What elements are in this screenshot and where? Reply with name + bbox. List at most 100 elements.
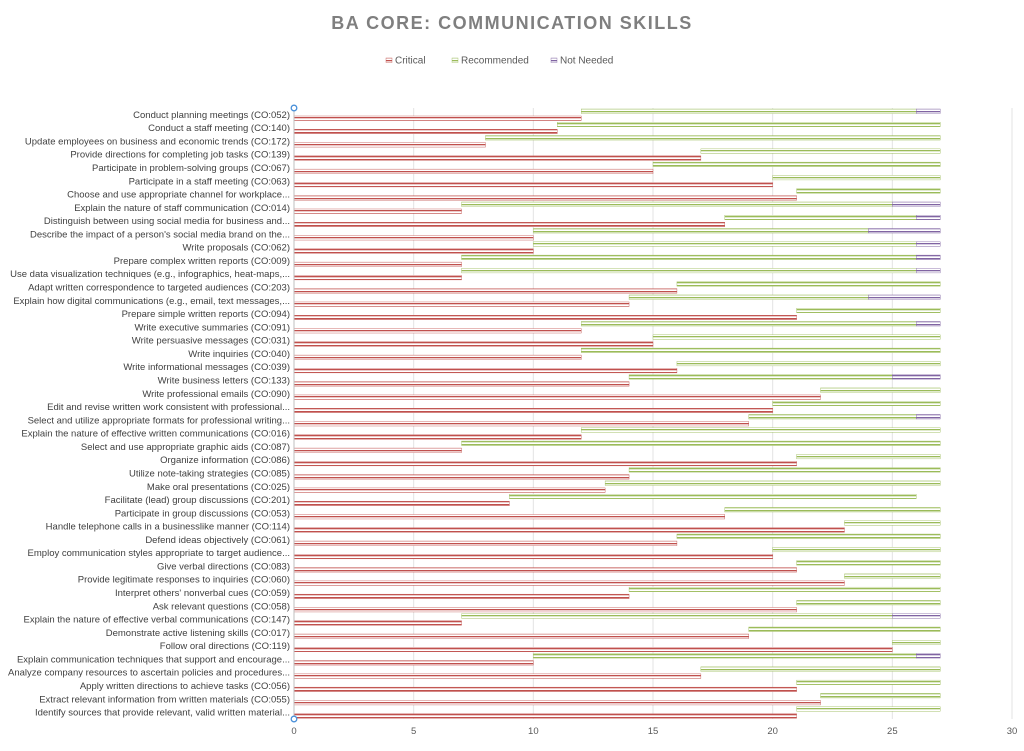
x-tick-label: 5 — [411, 726, 416, 737]
category-label: Distinguish between using social media f… — [44, 216, 290, 227]
bar-recommended — [581, 427, 941, 433]
category-label: Employ communication styles appropriate … — [28, 548, 290, 559]
bar-critical — [293, 620, 462, 626]
category-label: Apply written directions to achieve task… — [80, 681, 290, 692]
bars — [293, 108, 941, 719]
category-label: Conduct a staff meeting (CO:140) — [148, 123, 290, 134]
bar-recommended — [581, 108, 917, 114]
category-label: Demonstrate active listening skills (CO:… — [106, 628, 290, 639]
bar-critical — [293, 447, 462, 453]
x-tick-label: 25 — [887, 726, 898, 737]
bar-not-needed — [868, 228, 941, 234]
legend-swatch — [550, 57, 558, 63]
legend-swatch — [385, 57, 393, 63]
chart-title: BA CORE: COMMUNICATION SKILLS — [331, 13, 692, 33]
bar-critical — [293, 487, 606, 493]
axis-handle[interactable] — [290, 104, 298, 112]
bar-critical — [293, 580, 845, 586]
bar-critical — [293, 354, 582, 360]
category-label: Explain the nature of staff communicatio… — [74, 203, 290, 214]
x-tick-label: 15 — [648, 726, 659, 737]
bar-recommended — [533, 241, 917, 247]
bar-not-needed — [892, 201, 941, 207]
category-label: Participate in group discussions (CO:053… — [115, 508, 290, 519]
category-label: Write inquiries (CO:040) — [188, 349, 290, 360]
bar-not-needed — [916, 241, 941, 247]
y-axis: Conduct planning meetings (CO:052) Conduc… — [8, 104, 298, 723]
category-label: Provide legitimate responses to inquirie… — [78, 575, 290, 586]
bar-critical — [293, 673, 702, 679]
bar-recommended — [820, 693, 941, 699]
category-label: Extract relevant information from writte… — [39, 694, 290, 705]
bar-recommended — [844, 520, 941, 526]
bar-recommended — [628, 586, 941, 592]
bar-recommended — [533, 653, 917, 659]
bar-recommended — [581, 321, 917, 327]
bar-not-needed — [916, 414, 941, 420]
bar-recommended — [676, 281, 941, 287]
bar-critical — [293, 686, 797, 692]
legend-label: Critical — [395, 56, 426, 67]
bar-recommended — [557, 122, 941, 127]
bar-not-needed — [916, 254, 941, 260]
category-label: Use data visualization techniques (e.g.,… — [10, 269, 290, 280]
category-label: Write executive summaries (CO:091) — [134, 322, 290, 333]
axis-handle[interactable] — [290, 715, 298, 723]
legend-label: Not Needed — [560, 56, 613, 67]
bar-critical — [293, 222, 725, 227]
category-label: Handle telephone calls in a businesslike… — [46, 522, 290, 533]
bar-recommended — [796, 600, 941, 606]
bar-not-needed — [916, 215, 941, 220]
bar-critical — [293, 527, 845, 533]
category-label: Identify sources that provide relevant, … — [35, 708, 290, 719]
bar-recommended — [676, 533, 941, 539]
category-label: Participate in problem-solving groups (C… — [92, 163, 290, 174]
category-label: Defend ideas objectively (CO:061) — [145, 535, 290, 546]
bar-recommended — [581, 347, 941, 353]
category-label: Participate in a staff meeting (CO:063) — [129, 176, 290, 187]
bar-critical — [293, 713, 797, 719]
bar-recommended — [892, 640, 941, 646]
legend-swatch — [451, 57, 459, 63]
bar-critical — [293, 554, 773, 560]
category-label: Explain communication techniques that su… — [17, 654, 290, 665]
bar-not-needed — [916, 653, 941, 659]
bar-critical — [293, 474, 630, 480]
bar-critical — [293, 142, 486, 148]
category-label: Explain the nature of effective verbal c… — [24, 615, 291, 626]
x-tick-label: 10 — [528, 726, 539, 737]
category-label: Write persuasive messages (CO:031) — [132, 336, 290, 347]
bar-critical — [293, 288, 678, 294]
category-label: Write informational messages (CO:039) — [123, 362, 290, 373]
bar-recommended — [485, 135, 941, 141]
bar-critical — [293, 275, 462, 281]
bar-critical — [293, 182, 773, 188]
bar-critical — [293, 168, 654, 174]
bar-recommended — [772, 401, 941, 406]
bar-not-needed — [868, 294, 941, 300]
bar-recommended — [676, 361, 941, 367]
bar-critical — [293, 328, 582, 334]
bar-recommended — [772, 175, 941, 181]
bar-recommended — [652, 334, 941, 340]
bar-recommended — [724, 507, 941, 513]
bar-critical — [293, 647, 893, 653]
category-label: Prepare complex written reports (CO:009) — [114, 256, 290, 267]
category-label: Select and use appropriate graphic aids … — [81, 442, 290, 453]
x-tick-label: 20 — [767, 726, 778, 737]
bar-recommended — [724, 215, 917, 220]
bar-critical — [293, 607, 797, 613]
bar-recommended — [796, 706, 941, 712]
bar-critical — [293, 567, 797, 573]
bar-recommended — [796, 308, 941, 313]
category-label: Interpret others' nonverbal cues (CO:059… — [115, 588, 290, 599]
bar-critical — [293, 434, 582, 440]
bar-not-needed — [916, 321, 941, 327]
category-label: Choose and use appropriate channel for w… — [67, 190, 290, 201]
bar-critical — [293, 593, 630, 599]
bar-not-needed — [916, 268, 941, 274]
bar-critical — [293, 394, 821, 400]
category-label: Prepare simple written reports (CO:094) — [122, 309, 290, 320]
category-label: Write business letters (CO:133) — [158, 375, 290, 386]
bar-recommended — [772, 547, 941, 553]
